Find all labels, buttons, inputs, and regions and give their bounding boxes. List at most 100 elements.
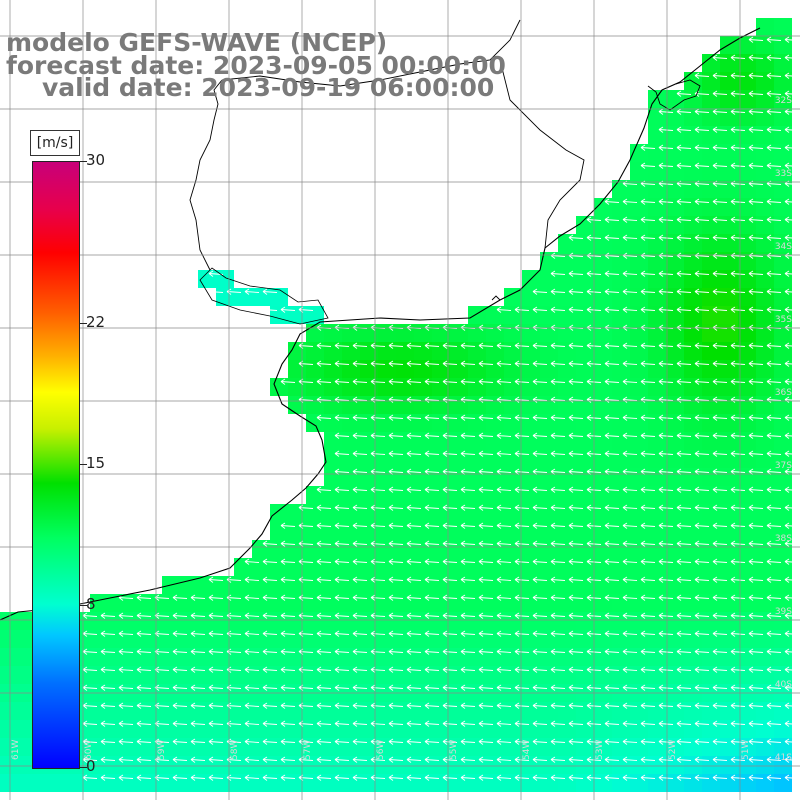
wind-speed-cell <box>576 594 594 612</box>
wind-speed-cell <box>450 414 468 432</box>
wind-speed-cell <box>720 522 738 540</box>
wind-arrow <box>514 684 530 691</box>
wind-speed-cell <box>612 612 630 630</box>
wind-speed-cell <box>630 306 648 324</box>
wind-speed-cell <box>342 414 360 432</box>
wind-speed-cell <box>522 612 540 630</box>
wind-speed-cell <box>756 540 774 558</box>
wind-arrow <box>406 756 422 763</box>
wind-arrow <box>676 270 692 277</box>
wind-arrow <box>676 450 692 457</box>
wind-speed-cell <box>594 432 612 450</box>
wind-speed-cell <box>738 162 756 180</box>
wind-arrow <box>370 522 386 529</box>
wind-speed-cell <box>396 414 414 432</box>
wind-speed-cell <box>738 720 756 738</box>
wind-arrow <box>208 684 224 691</box>
wind-arrow <box>442 450 458 457</box>
wind-arrow <box>730 90 746 97</box>
wind-arrow <box>640 306 656 313</box>
wind-arrow <box>532 288 548 295</box>
wind-arrow <box>496 378 512 385</box>
wind-arrow <box>532 306 548 313</box>
wind-arrow <box>370 630 386 637</box>
wind-arrow <box>406 558 422 565</box>
wind-arrow <box>460 630 476 637</box>
wind-speed-cell <box>738 522 756 540</box>
wind-speed-cell <box>504 666 522 684</box>
wind-arrow <box>766 756 782 763</box>
wind-arrow <box>460 702 476 709</box>
wind-arrow <box>784 162 800 169</box>
wind-arrow <box>568 576 584 583</box>
wind-speed-cell <box>540 612 558 630</box>
wind-speed-cell <box>666 612 684 630</box>
wind-arrow <box>676 360 692 367</box>
wind-speed-cell <box>450 576 468 594</box>
wind-speed-cell <box>774 342 792 360</box>
wind-speed-cell <box>540 432 558 450</box>
wind-arrow <box>640 234 656 241</box>
wind-arrow <box>208 702 224 709</box>
longitude-label: 58W <box>230 740 240 760</box>
wind-speed-cell <box>162 702 180 720</box>
wind-arrow <box>676 288 692 295</box>
wind-arrow <box>334 522 350 529</box>
wind-arrow <box>460 666 476 673</box>
wind-speed-cell <box>144 648 162 666</box>
wind-speed-cell <box>522 324 540 342</box>
wind-speed-cell <box>522 558 540 576</box>
wind-speed-cell <box>216 774 234 792</box>
wind-arrow <box>82 774 98 781</box>
wind-arrow <box>514 630 530 637</box>
wind-arrow <box>568 486 584 493</box>
wind-arrow <box>514 306 530 313</box>
wind-speed-cell <box>720 504 738 522</box>
wind-speed-cell <box>324 360 342 378</box>
wind-speed-cell <box>648 558 666 576</box>
wind-arrow <box>460 360 476 367</box>
wind-speed-cell <box>198 774 216 792</box>
wind-arrow <box>604 792 620 799</box>
wind-speed-cell <box>774 360 792 378</box>
wind-arrow <box>712 540 728 547</box>
wind-speed-cell <box>252 648 270 666</box>
wind-arrow <box>460 648 476 655</box>
wind-speed-cell <box>612 216 630 234</box>
wind-speed-cell <box>630 198 648 216</box>
wind-speed-cell <box>378 666 396 684</box>
wind-speed-cell <box>612 342 630 360</box>
wind-speed-cell <box>558 648 576 666</box>
colorbar-tick-mark <box>79 464 87 465</box>
wind-speed-cell <box>342 558 360 576</box>
wind-speed-cell <box>612 270 630 288</box>
wind-speed-cell <box>720 198 738 216</box>
wind-speed-cell <box>522 486 540 504</box>
wind-speed-cell <box>576 774 594 792</box>
wind-speed-cell <box>270 558 288 576</box>
wind-speed-cell <box>468 522 486 540</box>
wind-speed-cell <box>396 450 414 468</box>
wind-speed-cell <box>432 558 450 576</box>
wind-speed-cell <box>684 270 702 288</box>
wind-arrow <box>550 414 566 421</box>
wind-speed-cell <box>504 360 522 378</box>
wind-speed-cell <box>126 666 144 684</box>
wind-speed-cell <box>774 288 792 306</box>
wind-arrow <box>568 558 584 565</box>
wind-speed-cell <box>126 720 144 738</box>
wind-speed-cell <box>630 432 648 450</box>
wind-speed-cell <box>702 54 720 72</box>
wind-arrow <box>766 288 782 295</box>
wind-arrow <box>766 594 782 601</box>
wind-speed-cell <box>648 108 666 126</box>
wind-arrow <box>658 144 674 151</box>
wind-speed-cell <box>738 36 756 54</box>
wind-arrow <box>82 630 98 637</box>
wind-arrow <box>460 720 476 727</box>
wind-arrow <box>640 540 656 547</box>
wind-speed-cell <box>756 666 774 684</box>
wind-speed-cell <box>288 612 306 630</box>
wind-speed-cell <box>432 414 450 432</box>
